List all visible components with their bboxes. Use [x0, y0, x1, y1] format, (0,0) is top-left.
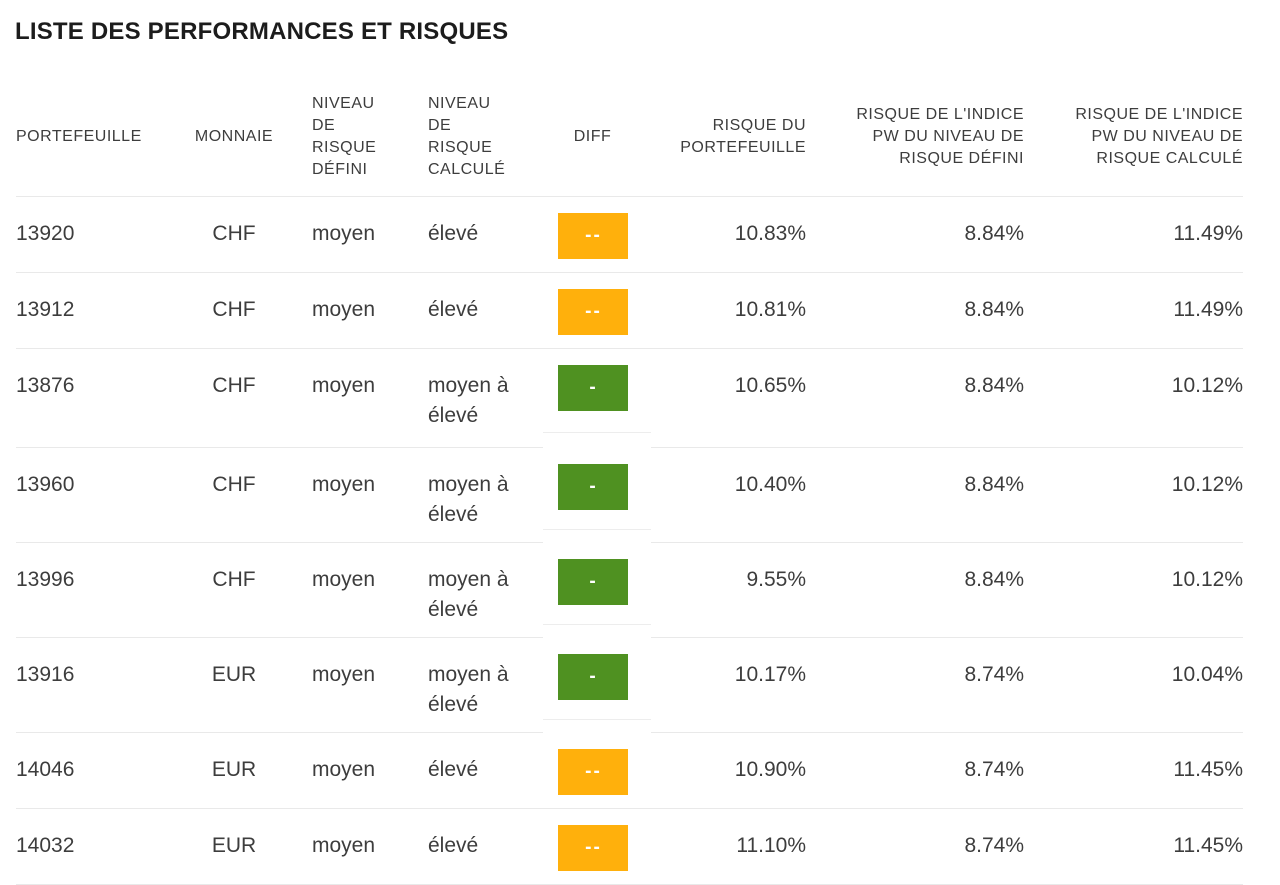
column-header-diff: DIFF	[573, 127, 612, 145]
cell-niveau-risque-calcule: moyen à élevé	[428, 374, 509, 427]
cell-risque-indice-defini: 8.84%	[964, 568, 1024, 591]
cell-niveau-risque-defini: moyen	[312, 663, 376, 686]
cell-niveau-risque-calcule: élevé	[428, 834, 479, 857]
table-row: 14032 EUR moyen élevé -- 11.10% 8.74% 11…	[16, 809, 1243, 885]
cell-portefeuille: 14032	[16, 834, 75, 857]
cell-risque-portefeuille: 10.81%	[734, 298, 806, 321]
overlay-separator	[543, 719, 651, 720]
cell-risque-indice-calcule: 11.49%	[1173, 298, 1243, 321]
column-header-monnaie: MONNAIE	[194, 127, 274, 145]
cell-risque-indice-defini: 8.84%	[964, 298, 1024, 321]
cell-niveau-risque-calcule: élevé	[428, 222, 479, 245]
cell-niveau-risque-defini: moyen	[312, 222, 376, 245]
column-header-niveau-risque-calcule: NIVEAU DE RISQUE CALCULÉ	[428, 94, 506, 178]
cell-risque-portefeuille: 10.17%	[734, 663, 806, 686]
column-header-risque-portefeuille: RISQUE DU PORTEFEUILLE	[680, 116, 806, 156]
cell-risque-indice-defini: 8.84%	[964, 473, 1024, 496]
cell-portefeuille: 13960	[16, 473, 75, 496]
cell-risque-indice-calcule: 10.12%	[1171, 473, 1243, 496]
cell-risque-indice-calcule: 11.45%	[1173, 834, 1243, 857]
cell-portefeuille: 13876	[16, 374, 75, 397]
diff-badge[interactable]: --	[557, 825, 628, 871]
cell-niveau-risque-defini: moyen	[312, 758, 376, 781]
cell-portefeuille: 13920	[16, 222, 75, 245]
cell-risque-portefeuille: 10.65%	[734, 374, 806, 397]
diff-badge[interactable]: -	[557, 654, 628, 700]
cell-monnaie: CHF	[212, 374, 256, 397]
cell-monnaie: CHF	[212, 568, 256, 591]
table-body: 13920 CHF moyen élevé -- 10.83% 8.84% 11…	[16, 197, 1243, 885]
cell-risque-portefeuille: 9.55%	[746, 568, 806, 591]
cell-monnaie: EUR	[211, 834, 257, 857]
cell-monnaie: EUR	[211, 758, 257, 781]
column-header-risque-indice-calcule: RISQUE DE L'INDICE PW DU NIVEAU DE RISQU…	[1075, 105, 1243, 167]
cell-risque-indice-defini: 8.84%	[964, 374, 1024, 397]
column-header-portefeuille: PORTEFEUILLE	[16, 127, 142, 145]
cell-portefeuille: 14046	[16, 758, 75, 781]
cell-monnaie: CHF	[212, 473, 256, 496]
cell-risque-portefeuille: 10.83%	[734, 222, 806, 245]
overlay-separator	[543, 529, 651, 530]
cell-niveau-risque-defini: moyen	[312, 298, 376, 321]
cell-risque-indice-defini: 8.84%	[964, 222, 1024, 245]
cell-diff: --	[534, 733, 651, 808]
cell-niveau-risque-defini: moyen	[312, 834, 376, 857]
cell-niveau-risque-calcule: élevé	[428, 758, 479, 781]
overlay-separator	[543, 624, 651, 625]
page-title: LISTE DES PERFORMANCES ET RISQUES	[15, 18, 509, 45]
table-row: 13920 CHF moyen élevé -- 10.83% 8.84% 11…	[16, 197, 1243, 273]
cell-diff: --	[534, 197, 651, 272]
table-row: 13996 CHF moyen moyen à élevé - 9.55% 8.…	[16, 543, 1243, 638]
table-header-row: PORTEFEUILLE MONNAIE NIVEAU DE RISQUE DÉ…	[16, 77, 1243, 197]
cell-diff: --	[534, 273, 651, 348]
diff-badge[interactable]: -	[557, 559, 628, 605]
cell-niveau-risque-calcule: moyen à élevé	[428, 568, 509, 621]
table-row: 13912 CHF moyen élevé -- 10.81% 8.84% 11…	[16, 273, 1243, 349]
diff-badge[interactable]: -	[557, 365, 628, 411]
cell-niveau-risque-defini: moyen	[312, 374, 376, 397]
cell-risque-indice-defini: 8.74%	[964, 663, 1024, 686]
cell-monnaie: CHF	[212, 298, 256, 321]
cell-niveau-risque-defini: moyen	[312, 568, 376, 591]
cell-monnaie: CHF	[212, 222, 256, 245]
cell-risque-indice-calcule: 10.12%	[1171, 374, 1243, 397]
cell-niveau-risque-calcule: élevé	[428, 298, 479, 321]
cell-risque-portefeuille: 10.90%	[734, 758, 806, 781]
cell-diff: -	[534, 448, 651, 542]
cell-risque-indice-calcule: 10.04%	[1171, 663, 1243, 686]
diff-badge[interactable]: --	[557, 213, 628, 259]
table-row: 14046 EUR moyen élevé -- 10.90% 8.74% 11…	[16, 733, 1243, 809]
cell-risque-portefeuille: 11.10%	[736, 834, 806, 857]
column-header-risque-indice-defini: RISQUE DE L'INDICE PW DU NIVEAU DE RISQU…	[856, 105, 1024, 167]
cell-diff: --	[534, 809, 651, 884]
cell-monnaie: EUR	[211, 663, 257, 686]
cell-risque-indice-defini: 8.74%	[964, 758, 1024, 781]
cell-diff: -	[534, 349, 651, 447]
performance-risk-table: PORTEFEUILLE MONNAIE NIVEAU DE RISQUE DÉ…	[0, 77, 1280, 885]
cell-risque-indice-calcule: 10.12%	[1171, 568, 1243, 591]
cell-niveau-risque-defini: moyen	[312, 473, 376, 496]
cell-niveau-risque-calcule: moyen à élevé	[428, 663, 509, 716]
cell-diff: -	[534, 638, 651, 732]
cell-risque-indice-calcule: 11.49%	[1173, 222, 1243, 245]
table-row: 13876 CHF moyen moyen à élevé - 10.65% 8…	[16, 349, 1243, 448]
diff-badge[interactable]: --	[557, 289, 628, 335]
cell-niveau-risque-calcule: moyen à élevé	[428, 473, 509, 526]
cell-portefeuille: 13912	[16, 298, 75, 321]
cell-risque-indice-defini: 8.74%	[964, 834, 1024, 857]
cell-portefeuille: 13996	[16, 568, 75, 591]
cell-portefeuille: 13916	[16, 663, 75, 686]
diff-badge[interactable]: --	[557, 749, 628, 795]
cell-risque-portefeuille: 10.40%	[734, 473, 806, 496]
cell-risque-indice-calcule: 11.45%	[1173, 758, 1243, 781]
cell-diff: -	[534, 543, 651, 637]
diff-badge[interactable]: -	[557, 464, 628, 510]
column-header-niveau-risque-defini: NIVEAU DE RISQUE DÉFINI	[312, 94, 377, 178]
